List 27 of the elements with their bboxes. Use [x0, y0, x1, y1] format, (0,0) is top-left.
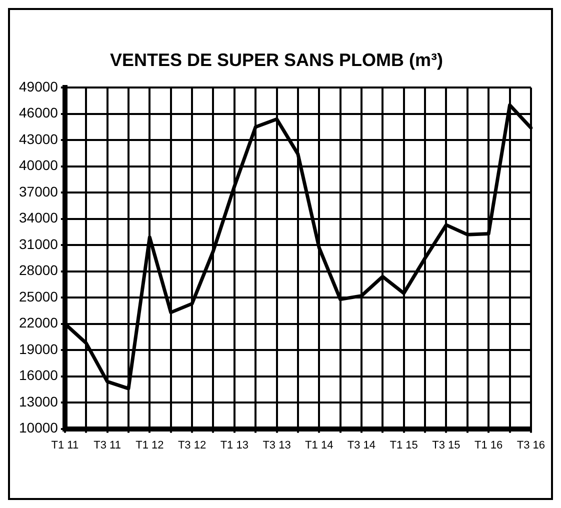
y-tick-label: 13000 — [18, 393, 58, 410]
y-tick-label: 16000 — [18, 367, 58, 384]
y-tick-label: 40000 — [18, 157, 58, 174]
y-tick-label: 49000 — [18, 78, 58, 94]
y-tick-label: 43000 — [18, 130, 58, 147]
x-tick-label: T1 16 — [474, 439, 503, 452]
x-tick-label: T3 14 — [347, 439, 376, 452]
x-tick-label: T1 14 — [305, 439, 334, 452]
y-tick-label: 28000 — [18, 262, 58, 278]
x-tick-label: T3 15 — [432, 439, 460, 452]
x-tick-label: T1 13 — [220, 439, 248, 452]
x-tick-label: T1 12 — [136, 439, 164, 452]
x-tick-label: T1 15 — [390, 439, 418, 452]
x-tick-label: T3 13 — [262, 439, 291, 452]
y-tick-label: 10000 — [18, 420, 58, 436]
x-tick-label: T3 12 — [178, 439, 206, 452]
y-tick-label: 25000 — [18, 288, 58, 304]
x-tick-label: T3 16 — [516, 439, 546, 452]
x-tick-label: T3 11 — [94, 439, 121, 452]
y-tick-label: 34000 — [18, 210, 58, 226]
y-tick-label: 31000 — [18, 236, 58, 252]
y-tick-label: 46000 — [18, 104, 58, 121]
chart-title: VENTES DE SUPER SANS PLOMB (m³) — [110, 50, 444, 70]
y-tick-label: 37000 — [18, 183, 58, 200]
y-tick-label: 22000 — [18, 314, 58, 331]
y-tick-label: 19000 — [18, 340, 58, 357]
x-tick-label: T1 11 — [51, 439, 79, 452]
